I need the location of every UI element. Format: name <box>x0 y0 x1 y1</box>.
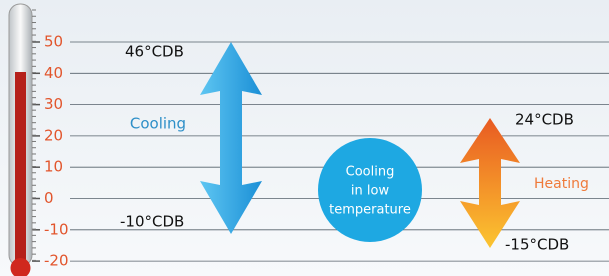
scale-label: 30 <box>44 95 63 113</box>
heating-min: -15°CDB <box>505 236 569 254</box>
scale-label: -10 <box>44 220 69 238</box>
cooling-max: 46°CDB <box>125 43 184 61</box>
heating-max: 24°CDB <box>515 111 574 129</box>
scale-label: 0 <box>44 189 54 207</box>
scale-label: 10 <box>44 158 63 176</box>
scale-label: 20 <box>44 126 63 144</box>
thermometer <box>9 4 36 276</box>
cooling-min: -10°CDB <box>120 213 184 231</box>
scale-label: -20 <box>44 252 69 270</box>
diagram: 50 40 30 20 10 0 -10 -20 46°CDB -10°CDB Cooling… <box>0 0 609 276</box>
low-temp-line: temperature <box>329 203 411 218</box>
low-temp-line: in low <box>351 184 390 199</box>
low-temp-line: Cooling <box>346 165 395 180</box>
scale-label: 40 <box>44 64 63 82</box>
scale-label: 50 <box>44 33 63 51</box>
heating-label: Heating <box>534 176 589 192</box>
cooling-label: Cooling <box>130 115 186 133</box>
